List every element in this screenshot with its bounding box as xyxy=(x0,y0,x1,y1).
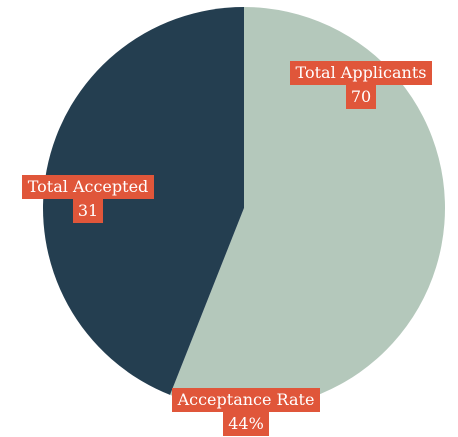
annotation-value: 70 xyxy=(345,85,377,109)
annotation-value: 44% xyxy=(223,412,269,436)
pie-slice xyxy=(170,7,445,409)
annotation-text: Total Applicants xyxy=(289,61,433,85)
annotation: Total Applicants 70 xyxy=(289,61,433,109)
annotation-value: 31 xyxy=(72,199,104,223)
annotation: Total Accepted 31 xyxy=(13,175,163,223)
annotation-text: Acceptance Rate xyxy=(171,388,321,412)
pie-slice xyxy=(43,7,245,395)
annotation-text: Total Accepted xyxy=(21,175,155,199)
annotation: Acceptance Rate 44% xyxy=(165,388,327,436)
